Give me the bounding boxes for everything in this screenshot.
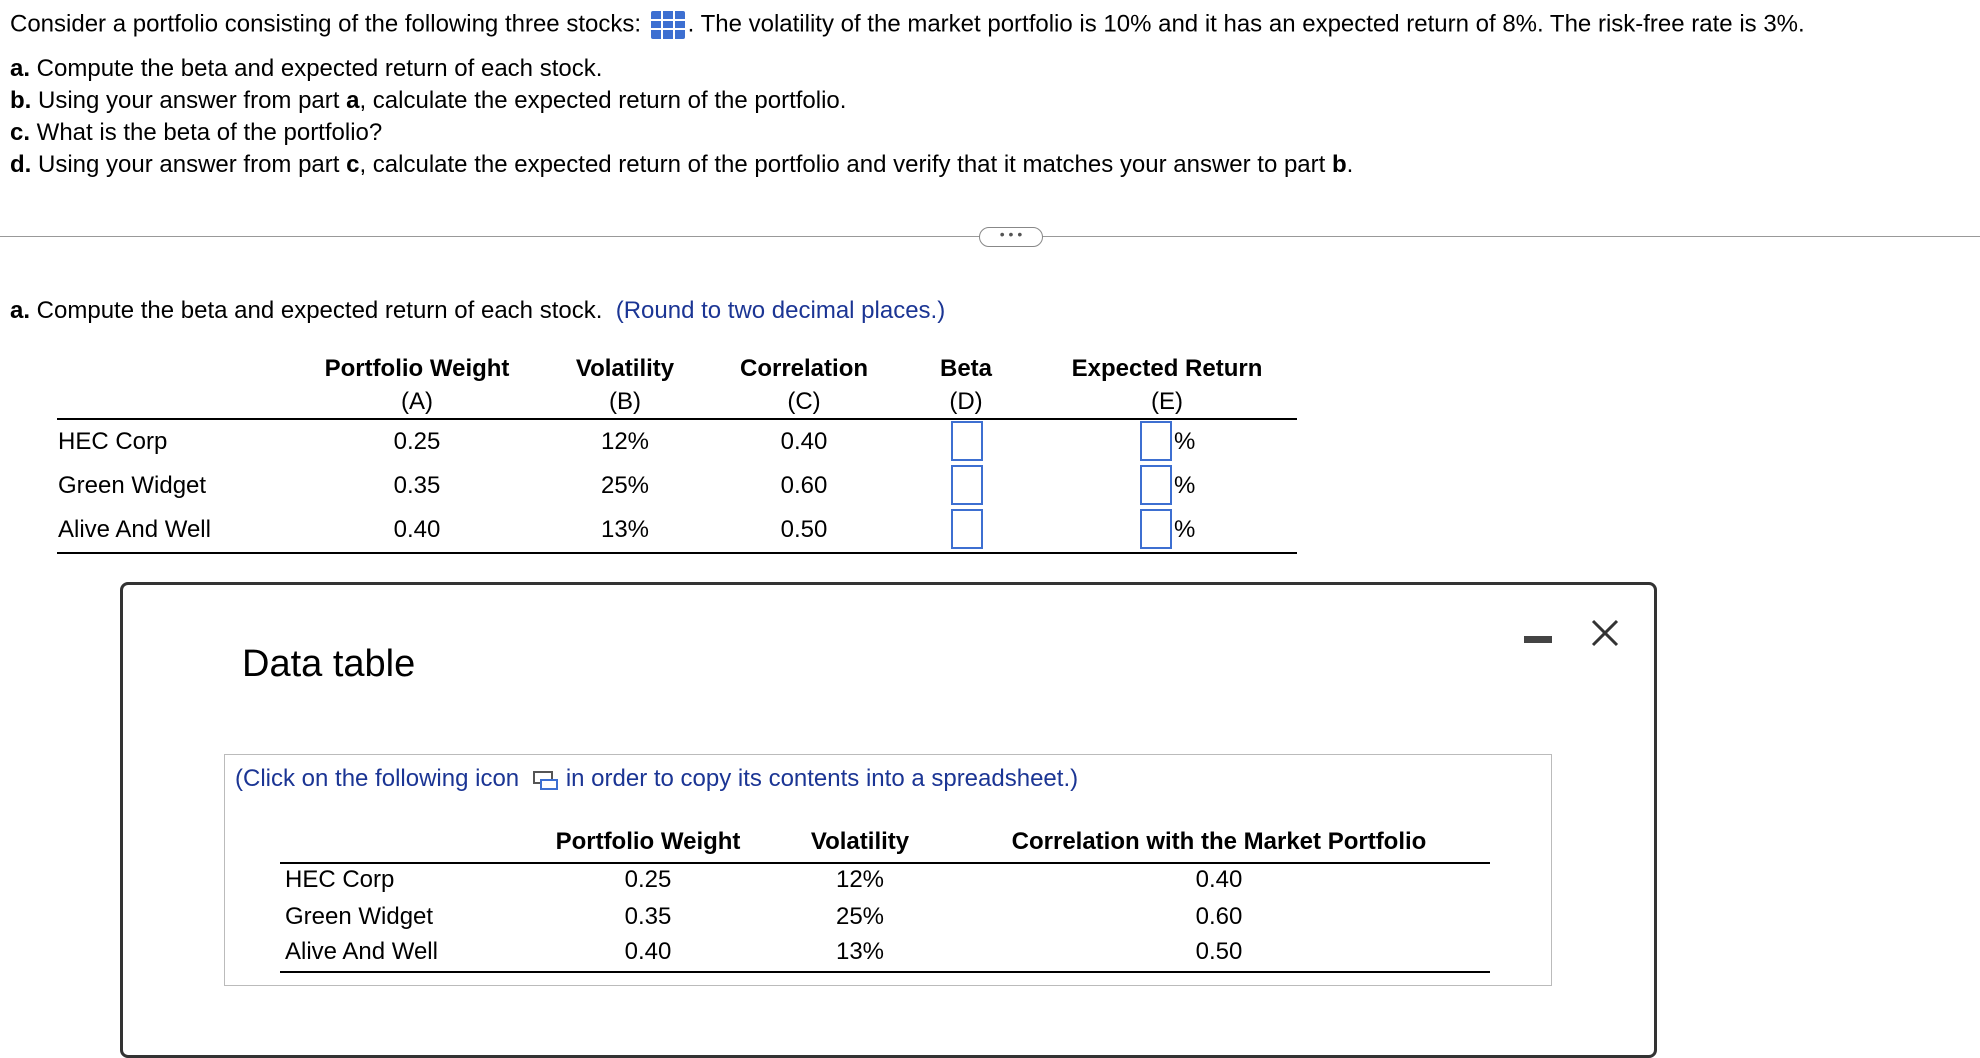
- cell: 12%: [835, 866, 885, 893]
- cell: 0.35: [393, 472, 441, 499]
- cell: 0.25: [393, 428, 441, 455]
- part-segment: d.: [10, 151, 32, 178]
- unit: %: [1174, 472, 1196, 499]
- instruction: (Click on the following icon in order to…: [235, 767, 1078, 791]
- cell: 0.40: [1195, 866, 1243, 893]
- part-segment: a.: [10, 55, 31, 82]
- part-segment: c.: [10, 119, 31, 146]
- part-segment: Using your answer from part: [31, 151, 347, 178]
- beta-input[interactable]: [951, 465, 983, 505]
- row-label: Green Widget: [285, 903, 434, 930]
- minimize-button[interactable]: [1524, 636, 1552, 643]
- question-part: a. Compute the beta and expected return …: [10, 57, 602, 81]
- cell: 25%: [835, 903, 885, 930]
- column-header: Correlation: [739, 355, 869, 382]
- cell: 12%: [600, 428, 650, 455]
- bottom-rule: [280, 971, 1490, 973]
- page: Consider a portfolio consisting of the f…: [0, 10, 1980, 1058]
- beta-input[interactable]: [951, 509, 983, 549]
- column-header: Correlation with the Market Portfolio: [1011, 828, 1427, 855]
- beta-input[interactable]: [951, 421, 983, 461]
- unit: %: [1174, 516, 1196, 543]
- row-label: HEC Corp: [285, 866, 395, 893]
- column-header: Expected Return: [1071, 355, 1263, 382]
- column-header: Volatility: [575, 355, 675, 382]
- column-subheader: (E): [1151, 388, 1183, 415]
- header-rule: [57, 418, 1297, 420]
- column-subheader: (A): [401, 388, 433, 415]
- cell: 0.50: [780, 516, 828, 543]
- part-segment: a: [346, 87, 360, 114]
- cell: 0.60: [1195, 903, 1243, 930]
- hint: (Round to two decimal places.): [615, 297, 946, 324]
- intro-text: Consider a portfolio consisting of the f…: [10, 10, 641, 38]
- part-segment: Compute the beta and expected return of …: [30, 55, 603, 82]
- part-segment: c: [346, 151, 360, 178]
- cell: 25%: [600, 472, 650, 499]
- column-subheader: (D): [949, 388, 983, 415]
- part-segment: Using your answer from part: [31, 87, 347, 114]
- instruction-text: in order to copy its contents into a spr…: [565, 765, 1079, 792]
- return-input[interactable]: [1140, 465, 1172, 505]
- cell: 0.35: [624, 903, 672, 930]
- close-button[interactable]: [1590, 618, 1620, 648]
- return-input[interactable]: [1140, 421, 1172, 461]
- cell: 0.40: [624, 938, 672, 965]
- part-segment: b.: [10, 87, 32, 114]
- intro-text: . The volatility of the market portfolio…: [687, 10, 1805, 38]
- column-header: Portfolio Weight: [555, 828, 741, 855]
- part-segment: , calculate the expected return of the p…: [359, 151, 1332, 178]
- modal: [120, 582, 1657, 1058]
- bottom-rule: [57, 552, 1297, 554]
- question-intro: Consider a portfolio consisting of the f…: [10, 10, 1805, 40]
- part-text: Compute the beta and expected return of …: [30, 297, 603, 324]
- question-part: b. Using your answer from part a, calcul…: [10, 89, 846, 113]
- copy-icon[interactable]: [532, 769, 560, 791]
- data-box: [224, 754, 1552, 986]
- row-label: Alive And Well: [58, 516, 211, 543]
- column-header: Volatility: [810, 828, 910, 855]
- modal-title: Data table: [242, 643, 416, 685]
- cell: 13%: [600, 516, 650, 543]
- cell: 0.40: [393, 516, 441, 543]
- header-rule: [280, 862, 1490, 864]
- row-label: HEC Corp: [58, 428, 168, 455]
- return-input[interactable]: [1140, 509, 1172, 549]
- row-label: Green Widget: [58, 472, 207, 499]
- column-subheader: (B): [609, 388, 641, 415]
- part-segment: .: [1346, 151, 1354, 178]
- row-label: Alive And Well: [285, 938, 438, 965]
- cell: 0.60: [780, 472, 828, 499]
- cell: 0.50: [1195, 938, 1243, 965]
- unit: %: [1174, 428, 1196, 455]
- column-header: Beta: [939, 355, 993, 382]
- question-part: d. Using your answer from part c, calcul…: [10, 153, 1353, 177]
- cell: 0.40: [780, 428, 828, 455]
- expand-button[interactable]: • • •: [979, 227, 1043, 247]
- part-segment: What is the beta of the portfolio?: [30, 119, 383, 146]
- table-icon[interactable]: [650, 10, 686, 40]
- instruction-text: (Click on the following icon: [235, 765, 520, 792]
- cell: 13%: [835, 938, 885, 965]
- section-a-prompt: a. Compute the beta and expected return …: [10, 299, 945, 323]
- column-subheader: (C): [787, 388, 821, 415]
- part-segment: , calculate the expected return of the p…: [359, 87, 847, 114]
- column-header: Portfolio Weight: [324, 355, 510, 382]
- part-segment: b: [1331, 151, 1347, 178]
- question-part: c. What is the beta of the portfolio?: [10, 121, 382, 145]
- cell: 0.25: [624, 866, 672, 893]
- part-label: a.: [10, 297, 31, 324]
